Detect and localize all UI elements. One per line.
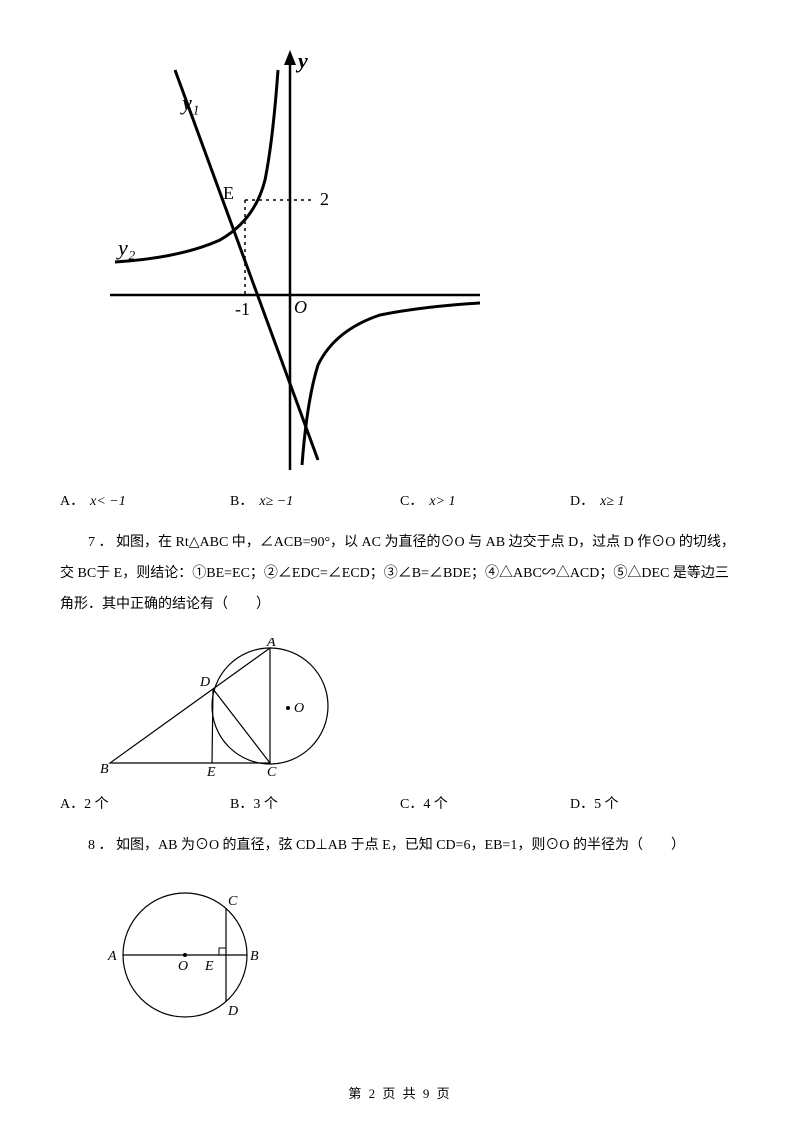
option-label: A． (60, 490, 84, 510)
q6-option-c: C． x > 1 (400, 490, 570, 510)
axis-y-label: y (295, 48, 308, 73)
option-label: D． (570, 490, 594, 510)
svg-text:E: E (206, 765, 216, 778)
E-label: E (223, 183, 234, 203)
q7-option-a: A．2 个 (60, 793, 230, 813)
svg-text:D: D (199, 675, 210, 690)
two-label: 2 (320, 189, 329, 209)
q8-figure: A B C D E O (100, 880, 740, 1035)
svg-text:A: A (266, 638, 276, 650)
svg-text:O: O (294, 701, 304, 716)
neg1-label: -1 (235, 299, 250, 319)
q6-option-d: D． x ≥ 1 (570, 490, 740, 510)
option-rel: ≥ 1 (606, 494, 624, 510)
q8-text: 8 ． 如图，AB 为⊙O 的直径，弦 CD⊥AB 于点 E，已知 CD=6，E… (60, 831, 740, 862)
q7-options: A．2 个 B．3 个 C．4 个 D．5 个 (60, 793, 740, 813)
q6-option-b: B． x ≥ −1 (230, 490, 400, 510)
svg-text:A: A (107, 949, 117, 964)
page-footer: 第 2 页 共 9 页 (0, 1083, 800, 1102)
y1-label: y₁ (180, 90, 199, 115)
option-rel: ≥ −1 (266, 494, 294, 510)
svg-text:D: D (227, 1004, 238, 1019)
q7-body: 如图，在 Rt△ABC 中，∠ACB=90°，以 AC 为直径的⊙O 与 AB … (60, 535, 735, 612)
q7-figure: A B C D E O (100, 638, 740, 783)
option-label: C． (400, 490, 423, 510)
option-rel: > 1 (436, 494, 456, 510)
q7-option-c: C．4 个 (400, 793, 570, 813)
svg-text:C: C (228, 894, 238, 909)
option-label: B． (230, 490, 253, 510)
svg-text:E: E (204, 959, 214, 974)
svg-text:O: O (178, 959, 188, 974)
option-rel: < −1 (96, 494, 125, 510)
q8-body: 如图，AB 为⊙O 的直径，弦 CD⊥AB 于点 E，已知 CD=6，EB=1，… (113, 838, 685, 853)
svg-text:B: B (250, 949, 259, 964)
q7-option-d: D．5 个 (570, 793, 740, 813)
q8-number: 8 ． (88, 838, 113, 853)
svg-text:C: C (267, 765, 277, 778)
y2-label: y₂ (116, 235, 136, 260)
q6-graph: y x y₁ y₂ E 2 -1 O (80, 40, 480, 470)
q7-option-b: B．3 个 (230, 793, 400, 813)
svg-text:B: B (100, 762, 109, 777)
O-label: O (294, 297, 307, 317)
q6-options: A． x < −1 B． x ≥ −1 C． x > 1 D． x ≥ 1 (60, 490, 740, 510)
q6-option-a: A． x < −1 (60, 490, 230, 510)
q7-text: 7 ． 如图，在 Rt△ABC 中，∠ACB=90°，以 AC 为直径的⊙O 与… (60, 528, 740, 620)
q7-number: 7 ． (88, 535, 113, 550)
